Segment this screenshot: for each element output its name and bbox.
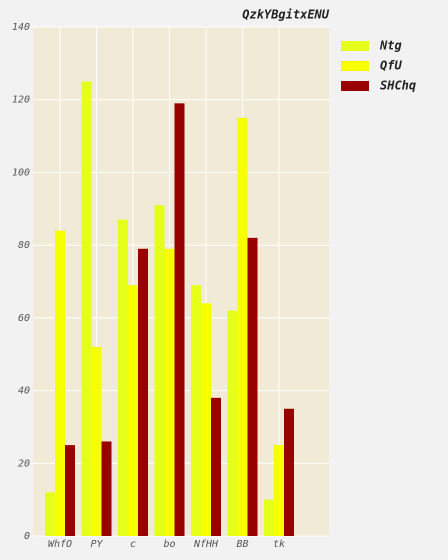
bar <box>138 248 148 536</box>
x-tick-label: NfHH <box>193 539 219 550</box>
y-tick-label: 20 <box>18 458 30 469</box>
y-tick-label: 0 <box>24 531 30 542</box>
bar <box>164 248 175 536</box>
bar <box>45 492 55 536</box>
x-tick-label: WhfO <box>48 539 72 550</box>
x-tick-label: PY <box>90 539 103 550</box>
chart-title: QzkYBgitxENU <box>242 8 329 22</box>
legend-label: SHChq <box>380 79 416 93</box>
bar <box>118 219 128 536</box>
bar <box>174 103 185 536</box>
y-tick-label: 40 <box>18 386 30 397</box>
bar <box>211 397 221 536</box>
legend-label: QfU <box>380 59 402 73</box>
x-tick-label: BB <box>236 539 248 550</box>
bar <box>191 285 201 536</box>
bar <box>284 408 294 536</box>
bar <box>264 499 274 536</box>
bar <box>247 237 258 536</box>
bar <box>91 346 102 536</box>
y-tick-label: 60 <box>18 313 30 324</box>
y-tick-label: 140 <box>12 22 30 33</box>
x-tick-label: c <box>130 539 136 550</box>
legend-swatch <box>341 41 369 51</box>
x-tick-label: tk <box>273 539 285 550</box>
bar <box>237 117 248 537</box>
bar <box>154 205 165 536</box>
bar <box>65 445 75 536</box>
y-tick-label: 120 <box>12 95 30 106</box>
bar <box>128 285 138 536</box>
bar <box>227 310 238 536</box>
y-tick-label: 100 <box>12 167 30 178</box>
bar <box>101 441 112 536</box>
x-tick-label: bo <box>163 539 175 550</box>
y-tick-label: 80 <box>18 240 30 251</box>
bar <box>55 230 65 536</box>
bar <box>81 81 92 537</box>
legend-swatch <box>341 81 369 91</box>
legend-label: Ntg <box>379 39 402 53</box>
bar <box>274 445 284 536</box>
bar <box>201 303 211 536</box>
legend-swatch <box>341 61 369 71</box>
